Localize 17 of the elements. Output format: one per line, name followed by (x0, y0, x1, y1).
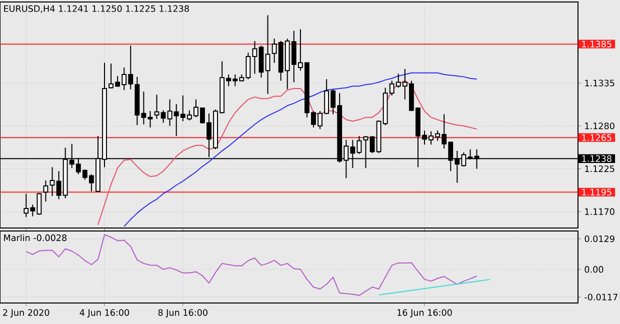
y-tick-label: 0.0129 (584, 235, 614, 242)
x-tick-label: 4 Jun 16:00 (80, 309, 130, 318)
ref-line-label: 1.1265 (582, 134, 612, 141)
x-tick-label: 8 Jun 16:00 (158, 309, 208, 318)
ref-line-label: 1.1385 (582, 40, 612, 48)
x-tick-label: 2 Jun 2020 (3, 309, 50, 318)
y-tick-label: 1.1170 (585, 208, 614, 215)
y-tick-label: 1.1280 (585, 122, 614, 130)
ref-line-label: 1.1238 (582, 155, 612, 162)
y-tick-label: 1.1225 (585, 165, 614, 172)
chart-title: Marlin -0.0028 (4, 234, 67, 242)
y-tick-label: 1.1335 (585, 80, 614, 86)
y-tick-label: -0.0117 (584, 294, 618, 300)
x-tick-label: 16 Jun 16:00 (398, 309, 452, 318)
ref-line-label: 1.1195 (582, 188, 612, 196)
chart-title: EURUSD,H4 1.1241 1.1250 1.1225 1.1238 (4, 5, 189, 13)
y-tick-label: 0.00 (584, 266, 604, 273)
